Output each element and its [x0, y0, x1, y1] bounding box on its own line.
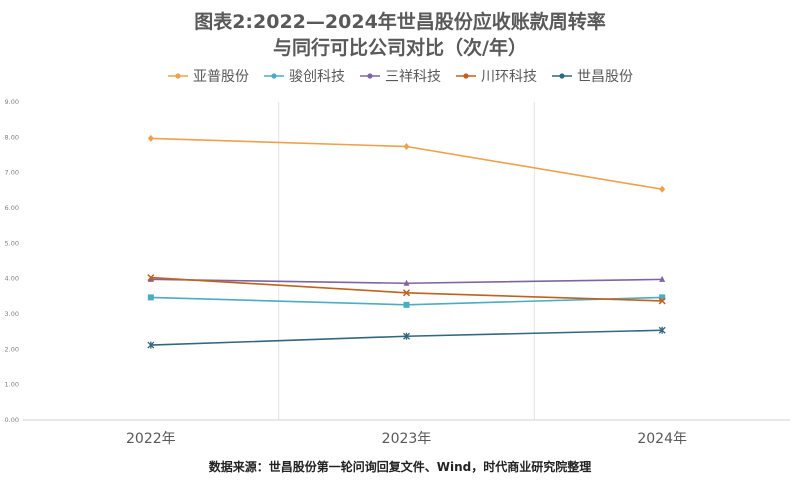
series-2-point: [659, 294, 666, 301]
x-tick-label: 2022年: [126, 431, 176, 447]
legend-item: 骏创科技: [263, 66, 345, 86]
legend-item: 亚普股份: [167, 66, 249, 86]
legend-label: 三祥科技: [385, 69, 441, 85]
chart-title-line-1: 图表2:2022—2024年世昌股份应收账款周转率: [194, 11, 606, 33]
x-tick-label: 2023年: [382, 431, 432, 447]
legend-swatch: [360, 73, 380, 79]
series-4-point: [147, 274, 155, 282]
series-5-point: [658, 326, 666, 334]
legend-label: 世昌股份: [577, 69, 633, 85]
chart-legend: 亚普股份 骏创科技 三祥科技 川环科技 世昌股份: [0, 66, 800, 86]
y-tick-label: 6.00: [5, 204, 19, 212]
legend-swatch: [552, 73, 572, 79]
y-tick-label: 2.00: [5, 345, 19, 353]
series-2-point: [403, 301, 410, 308]
y-tick-label: 1.00: [5, 381, 19, 389]
y-tick-label: 7.00: [5, 169, 19, 177]
series-5-point: [403, 332, 410, 340]
series-1-point: [403, 143, 410, 151]
y-tick-label: 0.00: [5, 416, 19, 424]
y-tick-label: 3.00: [5, 310, 19, 318]
legend-swatch: [168, 73, 188, 79]
legend-swatch: [264, 73, 284, 79]
y-tick-label: 5.00: [5, 239, 19, 247]
chart-title-line-2: 与同行可比公司对比（次/年）: [273, 37, 527, 59]
series-3-point: [147, 275, 154, 282]
y-tick-label: 9.00: [5, 98, 19, 106]
data-source-note: 数据来源：世昌股份第一轮问询回复文件、Wind，时代商业研究院整理: [208, 460, 592, 474]
series-1-point: [147, 134, 154, 142]
legend-swatch: [456, 73, 476, 79]
series-2-point: [147, 294, 154, 301]
series-3-point: [403, 279, 410, 286]
series-3-point: [659, 275, 666, 282]
legend-label: 川环科技: [481, 69, 537, 85]
series-4-point: [402, 289, 411, 297]
legend-item: 川环科技: [455, 66, 537, 86]
y-tick-label: 8.00: [5, 133, 19, 141]
legend-item: 三祥科技: [359, 66, 441, 86]
legend-item: 世昌股份: [551, 66, 633, 86]
legend-label: 骏创科技: [289, 69, 345, 85]
y-tick-label: 4.00: [5, 275, 19, 283]
series-1-point: [659, 185, 666, 193]
x-tick-label: 2024年: [637, 431, 687, 447]
series-4-point: [658, 297, 666, 305]
legend-label: 亚普股份: [193, 69, 249, 85]
series-5-point: [147, 341, 155, 349]
